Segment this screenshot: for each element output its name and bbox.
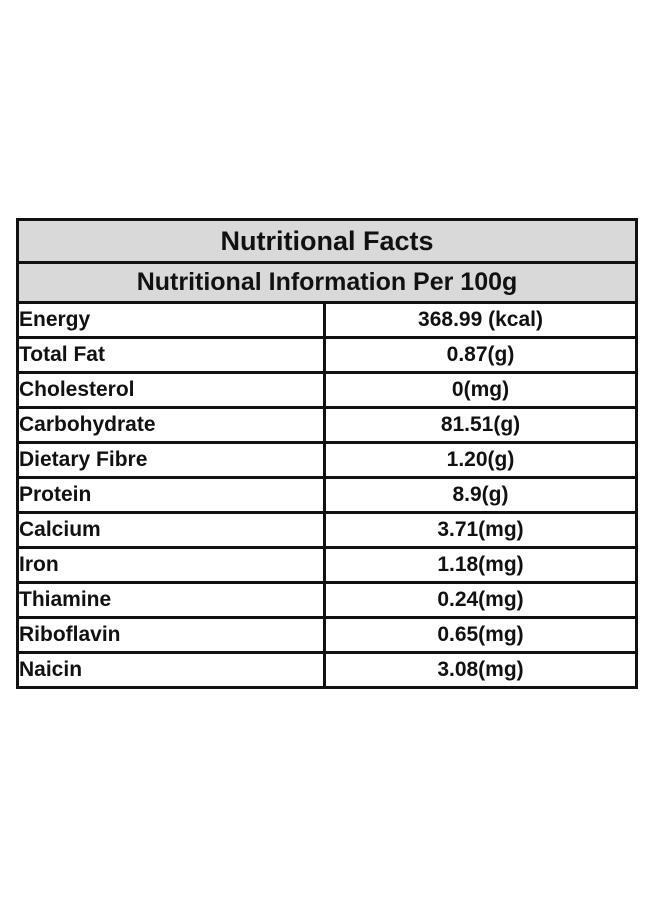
nutrient-row: Thiamine 0.24(mg) xyxy=(16,581,638,619)
table-title: Nutritional Facts xyxy=(16,218,638,264)
nutrient-value: 1.18(mg) xyxy=(323,546,638,584)
nutrient-name: Total Fat xyxy=(16,336,326,374)
nutrient-name: Cholesterol xyxy=(16,371,326,409)
nutrient-name: Protein xyxy=(16,476,326,514)
nutrient-value: 81.51(g) xyxy=(323,406,638,444)
nutrient-row: Iron 1.18(mg) xyxy=(16,546,638,584)
nutrient-value: 8.9(g) xyxy=(323,476,638,514)
subtitle-row: Nutritional Information Per 100g xyxy=(16,261,638,304)
nutrient-value: 0(mg) xyxy=(323,371,638,409)
title-row: Nutritional Facts xyxy=(16,218,638,264)
table-subtitle: Nutritional Information Per 100g xyxy=(16,261,638,304)
nutrient-row: Protein 8.9(g) xyxy=(16,476,638,514)
nutrient-name: Riboflavin xyxy=(16,616,326,654)
nutrient-value: 3.71(mg) xyxy=(323,511,638,549)
nutrient-value: 0.87(g) xyxy=(323,336,638,374)
nutrient-row: Riboflavin 0.65(mg) xyxy=(16,616,638,654)
nutrient-value: 1.20(g) xyxy=(323,441,638,479)
nutrient-name: Iron xyxy=(16,546,326,584)
nutrient-row: Dietary Fibre 1.20(g) xyxy=(16,441,638,479)
nutrient-name: Carbohydrate xyxy=(16,406,326,444)
nutrition-table: Nutritional Facts Nutritional Informatio… xyxy=(16,218,638,689)
nutrient-row: Energy 368.99 (kcal) xyxy=(16,301,638,339)
nutrient-value: 3.08(mg) xyxy=(323,651,638,689)
nutrient-row: Naicin 3.08(mg) xyxy=(16,651,638,689)
nutrient-name: Calcium xyxy=(16,511,326,549)
nutrient-row: Total Fat 0.87(g) xyxy=(16,336,638,374)
nutrient-row: Carbohydrate 81.51(g) xyxy=(16,406,638,444)
nutrient-row: Cholesterol 0(mg) xyxy=(16,371,638,409)
nutrient-value: 0.65(mg) xyxy=(323,616,638,654)
nutrient-value: 368.99 (kcal) xyxy=(323,301,638,339)
nutrient-name: Dietary Fibre xyxy=(16,441,326,479)
nutrient-row: Calcium 3.71(mg) xyxy=(16,511,638,549)
nutrient-name: Naicin xyxy=(16,651,326,689)
nutrient-name: Energy xyxy=(16,301,326,339)
nutrient-value: 0.24(mg) xyxy=(323,581,638,619)
nutrient-name: Thiamine xyxy=(16,581,326,619)
